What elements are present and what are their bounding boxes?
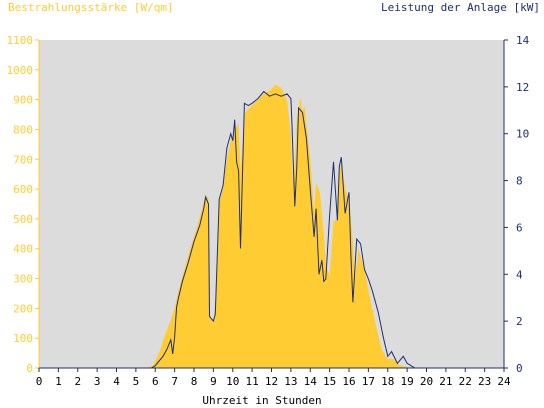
x-tick-label: 17: [362, 375, 375, 388]
x-tick-label: 13: [284, 375, 297, 388]
x-tick-label: 12: [265, 375, 278, 388]
left-tick-label: 600: [13, 183, 33, 196]
x-tick-label: 18: [381, 375, 394, 388]
x-tick-label: 11: [246, 375, 259, 388]
left-tick-label: 900: [13, 94, 33, 107]
right-tick-label: 14: [516, 34, 530, 47]
left-tick-group: 0 100 200 300 400 500 600 700 800 900 1000 1100: [7, 34, 39, 375]
irradiance-area: [39, 84, 504, 368]
right-axis-title: Leistung der Anlage [kW]: [381, 1, 540, 14]
x-tick-label: 15: [323, 375, 336, 388]
left-axis-title: Bestrahlungsstärke [W/qm]: [8, 1, 174, 14]
left-tick-label: 400: [13, 243, 33, 256]
x-tick-label: 2: [74, 375, 81, 388]
x-axis-title: Uhrzeit in Stunden: [202, 394, 321, 407]
right-tick-label: 12: [516, 81, 529, 94]
right-tick-label: 8: [516, 175, 523, 188]
right-tick-group: 0 2 4 6 8 10 12 14: [504, 34, 530, 375]
left-tick-label: 500: [13, 213, 33, 226]
x-tick-label: 14: [304, 375, 318, 388]
x-tick-label: 5: [133, 375, 140, 388]
x-tick-label: 1: [55, 375, 62, 388]
x-tick-label: 19: [401, 375, 414, 388]
left-tick-label: 0: [26, 362, 33, 375]
x-tick-group: 0 1 2 3 4 5 6 7 8 9 10 11 12 13 14 15 16 17 18 19 20 21 22 23 24: [36, 368, 511, 388]
right-tick-label: 2: [516, 315, 523, 328]
right-tick-label: 10: [516, 128, 529, 141]
x-tick-label: 0: [36, 375, 43, 388]
left-tick-label: 1100: [7, 34, 34, 47]
left-tick-label: 700: [13, 153, 33, 166]
left-tick-label: 200: [13, 302, 33, 315]
left-tick-label: 300: [13, 273, 33, 286]
x-tick-label: 4: [113, 375, 120, 388]
x-tick-label: 3: [94, 375, 101, 388]
left-tick-label: 1000: [7, 64, 34, 77]
right-tick-label: 0: [516, 362, 523, 375]
x-tick-label: 9: [210, 375, 217, 388]
x-tick-label: 6: [152, 375, 159, 388]
x-tick-label: 21: [439, 375, 452, 388]
x-tick-label: 24: [497, 375, 511, 388]
x-tick-label: 23: [478, 375, 491, 388]
x-tick-label: 10: [226, 375, 239, 388]
x-tick-label: 8: [191, 375, 198, 388]
power-line: [39, 90, 504, 369]
right-tick-label: 4: [516, 268, 523, 281]
left-tick-label: 100: [13, 332, 33, 345]
right-tick-label: 6: [516, 221, 523, 234]
x-tick-label: 7: [171, 375, 178, 388]
x-tick-label: 22: [459, 375, 472, 388]
x-tick-label: 20: [420, 375, 433, 388]
x-tick-label: 16: [342, 375, 355, 388]
left-tick-label: 800: [13, 123, 33, 136]
